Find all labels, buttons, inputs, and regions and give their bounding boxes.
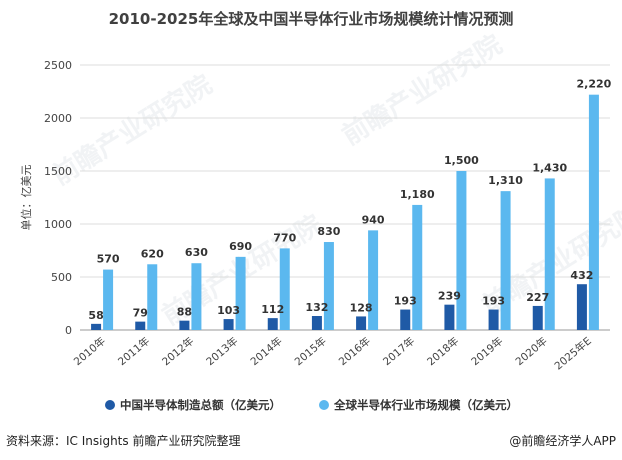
x-tick-label: 2010年 bbox=[71, 334, 108, 368]
bar-china bbox=[223, 319, 234, 330]
bar-global bbox=[456, 171, 467, 330]
bar-china bbox=[576, 284, 587, 330]
data-label-china: 103 bbox=[217, 304, 240, 317]
legend-label-china: 中国半导体制造总额（亿美元） bbox=[120, 398, 281, 412]
data-label-china: 432 bbox=[570, 269, 593, 282]
y-tick-label: 1000 bbox=[44, 218, 72, 231]
data-label-china: 88 bbox=[177, 306, 192, 319]
data-label-global: 830 bbox=[317, 225, 340, 238]
data-label-global: 2,220 bbox=[577, 78, 612, 91]
data-label-global: 630 bbox=[185, 246, 208, 259]
data-label-global: 770 bbox=[273, 231, 296, 244]
bar-china bbox=[532, 305, 543, 330]
data-label-china: 193 bbox=[394, 295, 417, 308]
data-label-china: 79 bbox=[133, 307, 148, 320]
bar-china bbox=[311, 316, 322, 330]
x-tick-label: 2013年 bbox=[204, 334, 241, 368]
bar-global bbox=[412, 204, 423, 330]
brand-credit: @前瞻经济学人APP bbox=[509, 434, 616, 448]
bar-global bbox=[279, 248, 290, 330]
y-tick-label: 500 bbox=[51, 271, 72, 284]
x-tick-label: 2018年 bbox=[424, 334, 461, 368]
bar-global bbox=[191, 263, 202, 330]
data-label-global: 570 bbox=[97, 253, 120, 266]
data-label-china: 227 bbox=[526, 291, 549, 304]
data-label-china: 128 bbox=[350, 301, 373, 314]
source-note: 资料来源：IC Insights 前瞻产业研究院整理 bbox=[6, 434, 241, 448]
bar-china bbox=[444, 304, 455, 330]
bar-global bbox=[544, 178, 555, 330]
data-label-global: 940 bbox=[362, 213, 385, 226]
bar-china bbox=[356, 316, 367, 330]
x-tick-label: 2014年 bbox=[248, 334, 285, 368]
y-tick-label: 2500 bbox=[44, 59, 72, 72]
x-tick-label: 2012年 bbox=[159, 334, 196, 368]
legend-marker-global bbox=[319, 400, 329, 410]
x-tick-label: 2017年 bbox=[380, 334, 417, 368]
data-label-china: 132 bbox=[305, 301, 328, 314]
data-label-global: 1,310 bbox=[488, 174, 523, 187]
x-tick-label: 2015年 bbox=[292, 334, 329, 368]
bar-china bbox=[179, 320, 190, 330]
data-label-china: 112 bbox=[261, 303, 284, 316]
bar-global bbox=[147, 264, 158, 330]
bar-global bbox=[103, 269, 114, 330]
bar-global bbox=[500, 191, 511, 330]
x-tick-label: 2025年E bbox=[552, 334, 594, 372]
y-axis-label: 单位：亿美元 bbox=[19, 165, 33, 231]
bar-china bbox=[91, 323, 102, 330]
data-label-china: 239 bbox=[438, 290, 461, 303]
bar-china bbox=[267, 318, 278, 330]
data-label-china: 58 bbox=[88, 309, 103, 322]
data-label-global: 690 bbox=[229, 240, 252, 253]
bar-china bbox=[135, 321, 146, 330]
bar-global bbox=[368, 230, 379, 330]
y-tick-label: 0 bbox=[65, 324, 72, 337]
x-tick-label: 2020年 bbox=[513, 334, 550, 368]
y-tick-label: 2000 bbox=[44, 112, 72, 125]
data-label-global: 620 bbox=[141, 247, 164, 260]
bar-china bbox=[400, 309, 411, 330]
legend-marker-china bbox=[105, 400, 115, 410]
data-label-global: 1,180 bbox=[400, 188, 435, 201]
data-label-global: 1,500 bbox=[444, 154, 479, 167]
bar-china bbox=[488, 309, 499, 330]
x-tick-label: 2019年 bbox=[469, 334, 506, 368]
x-tick-label: 2016年 bbox=[336, 334, 373, 368]
bar-global bbox=[323, 242, 334, 330]
x-tick-label: 2011年 bbox=[115, 334, 152, 368]
chart-title: 2010-2025年全球及中国半导体行业市场规模统计情况预测 bbox=[108, 10, 514, 28]
y-tick-label: 1500 bbox=[44, 165, 72, 178]
bar-global bbox=[588, 94, 599, 331]
data-label-china: 193 bbox=[482, 295, 505, 308]
bar-global bbox=[235, 256, 246, 330]
data-label-global: 1,430 bbox=[532, 161, 567, 174]
legend-label-global: 全球半导体行业市场规模（亿美元） bbox=[333, 398, 518, 412]
